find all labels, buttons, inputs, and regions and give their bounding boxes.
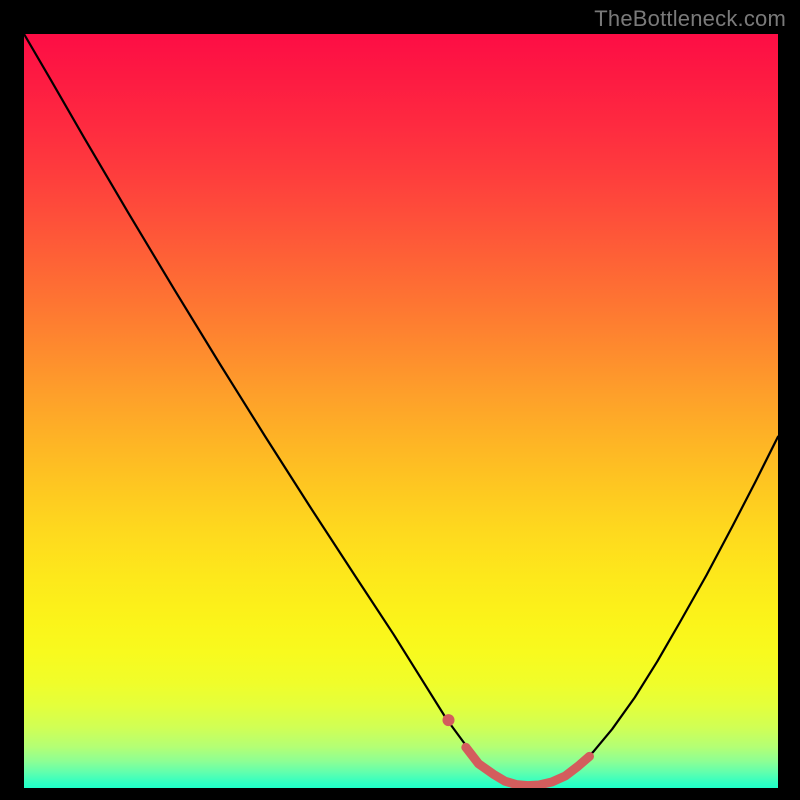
bottleneck-curve-chart	[24, 34, 778, 788]
optimal-range-dot	[443, 714, 455, 726]
watermark-text: TheBottleneck.com	[594, 6, 786, 32]
chart-background	[24, 34, 778, 788]
chart-stage: TheBottleneck.com	[0, 0, 800, 800]
